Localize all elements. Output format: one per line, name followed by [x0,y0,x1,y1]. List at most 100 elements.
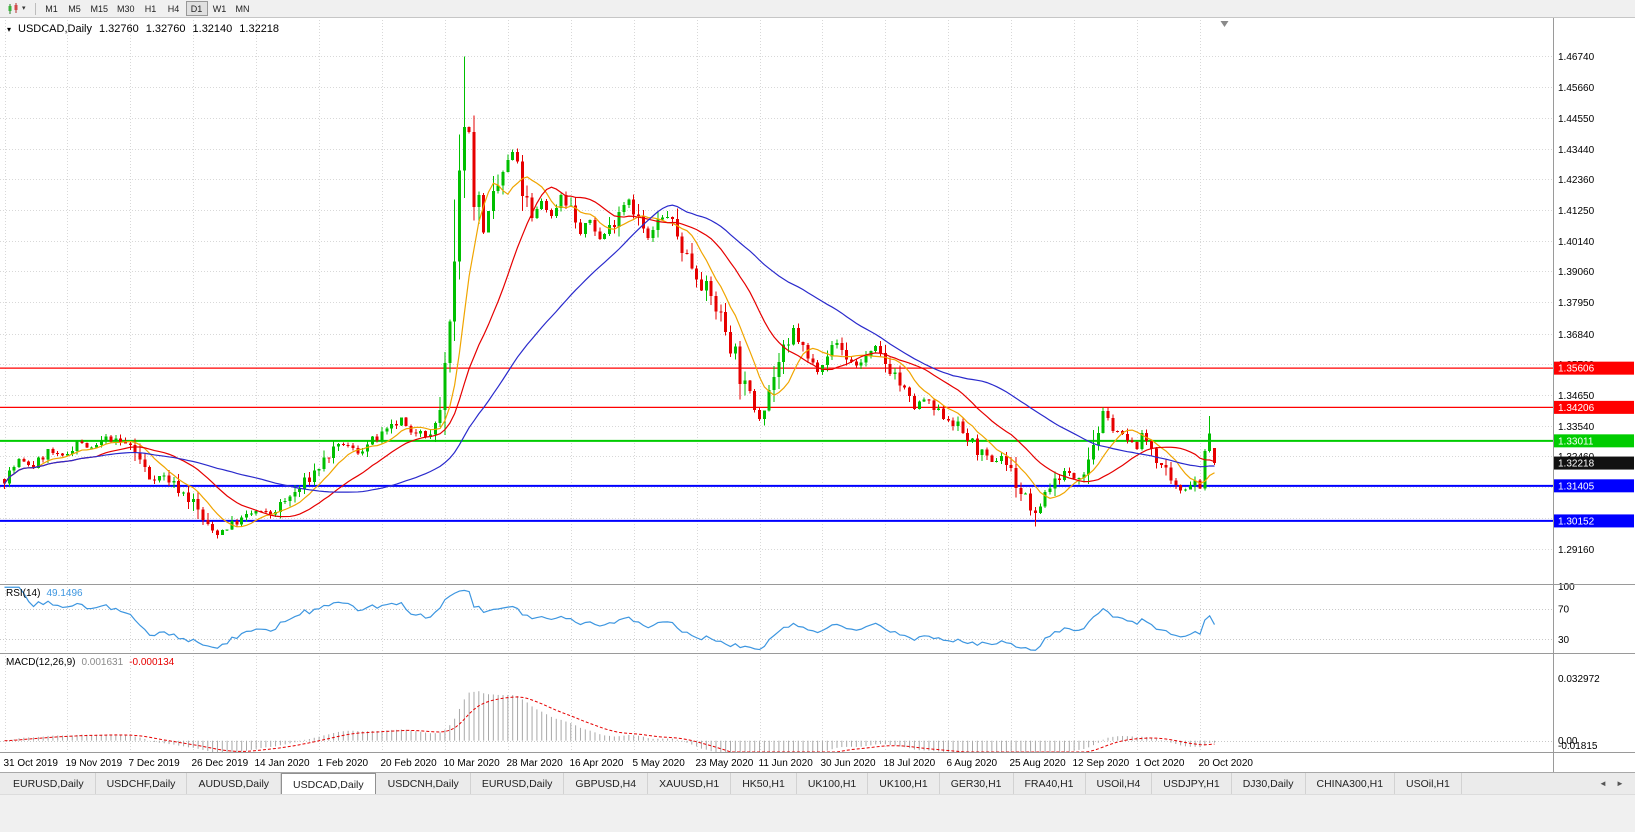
svg-text:18 Jul 2020: 18 Jul 2020 [884,758,936,769]
svg-text:1.45660: 1.45660 [1558,83,1595,94]
svg-text:1.42360: 1.42360 [1558,175,1595,186]
symbol-tab-usoil-h4[interactable]: USOil,H4 [1086,773,1153,794]
symbol-tab-usdcad-daily[interactable]: USDCAD,Daily [281,773,376,794]
symbol-tab-usdjpy-h1[interactable]: USDJPY,H1 [1152,773,1232,794]
svg-text:1.37950: 1.37950 [1558,298,1595,309]
timeframe-h1-button[interactable]: H1 [140,1,162,16]
price-level-badge [1554,361,1634,375]
price-level-badge [1554,400,1634,414]
price-chart-svg[interactable]: 1.46740 1.45660 1.44550 1.43440 1.42360 1.412… [0,18,1635,772]
symbol-tab-usdcnh-daily[interactable]: USDCNH,Daily [377,773,471,794]
svg-text:0.032972: 0.032972 [1558,674,1600,685]
symbol-tab-dj30-daily[interactable]: DJ30,Daily [1232,773,1306,794]
rsi-name: RSI(14) [6,588,41,599]
timeframe-w1-button[interactable]: W1 [209,1,231,16]
tabs-scroll-right-button[interactable]: ► [1613,779,1627,788]
timeframe-m1-button[interactable]: M1 [41,1,63,16]
price-level-badge [1554,479,1634,493]
svg-text:14 Jan 2020: 14 Jan 2020 [255,758,310,769]
svg-text:0.00: 0.00 [1558,736,1578,747]
svg-text:1.41250: 1.41250 [1558,206,1595,217]
svg-text:20 Oct 2020: 20 Oct 2020 [1199,758,1254,769]
pane-borders [0,18,1635,772]
macd-pane: 0.032972 0.00-0.01815 [0,674,1600,753]
timeframe-h4-button[interactable]: H4 [163,1,185,16]
symbol-tab-ger30-h1[interactable]: GER30,H1 [940,773,1014,794]
candlestick-chart-icon [8,2,18,14]
svg-text:6 Aug 2020: 6 Aug 2020 [947,758,998,769]
toolbar: ▾ M1 M5 M15 M30 H1 H4 D1 W1 MN [0,0,1635,18]
price-level-badge [1554,514,1634,528]
svg-text:1.30152: 1.30152 [1558,516,1595,527]
symbol-tabs: EURUSD,Daily USDCHF,Daily AUDUSD,Daily USDC… [0,773,1588,794]
ohlc-open: 1.32760 [98,23,139,35]
rsi-value: 49.1496 [46,588,83,599]
rsi-indicator-label: RSI(14) 49.1496 [6,588,83,599]
svg-text:1.43440: 1.43440 [1558,145,1595,156]
svg-text:11 Jun 2020: 11 Jun 2020 [759,758,814,769]
toolbar-separator [34,2,36,15]
timeframe-m30-button[interactable]: M30 [113,1,139,16]
svg-text:1.46740: 1.46740 [1558,52,1595,63]
svg-text:25 Aug 2020: 25 Aug 2020 [1010,758,1067,769]
chart-title: ▾ USDCAD,Daily 1.32760 1.32760 1.32140 1… [7,23,279,35]
chart-area: 1.46740 1.45660 1.44550 1.43440 1.42360 1.412… [0,18,1635,772]
svg-text:1.34650: 1.34650 [1558,391,1595,402]
symbol-tab-china300-h1[interactable]: CHINA300,H1 [1306,773,1396,794]
svg-text:31 Oct 2019: 31 Oct 2019 [4,758,59,769]
current-price-badge [1554,456,1634,470]
ohlc-close: 1.32218 [239,23,280,35]
tabs-scroll-left-button[interactable]: ◄ [1596,779,1610,788]
timeframe-m5-button[interactable]: M5 [64,1,86,16]
symbol-tab-eurusd-daily[interactable]: EURUSD,Daily [2,773,96,794]
candlestick-series [3,56,1216,539]
moving-average-lines [4,176,1215,528]
symbol-tab-eurusd-daily[interactable]: EURUSD,Daily [471,773,565,794]
symbol-tab-xauusd-h1[interactable]: XAUUSD,H1 [648,773,732,794]
svg-text:1.39060: 1.39060 [1558,267,1595,278]
svg-text:30: 30 [1558,635,1570,646]
chart-gridlines [0,20,1553,752]
svg-text:30 Jun 2020: 30 Jun 2020 [821,758,876,769]
svg-text:70: 70 [1558,605,1570,616]
symbol-tab-gbpusd-h4[interactable]: GBPUSD,H4 [564,773,649,794]
svg-text:7 Dec 2019: 7 Dec 2019 [129,758,181,769]
svg-text:23 May 2020: 23 May 2020 [696,758,754,769]
svg-text:10 Mar 2020: 10 Mar 2020 [444,758,501,769]
symbol-tab-usoil-h1[interactable]: USOil,H1 [1395,773,1462,794]
symbol-tab-usdchf-daily[interactable]: USDCHF,Daily [96,773,188,794]
svg-text:26 Dec 2019: 26 Dec 2019 [192,758,249,769]
svg-text:19 Nov 2019: 19 Nov 2019 [66,758,123,769]
svg-text:1.32218: 1.32218 [1558,459,1595,470]
svg-text:1.33540: 1.33540 [1558,422,1595,433]
horizontal-level-lines[interactable] [0,367,1553,522]
symbol-tab-hk50-h1[interactable]: HK50,H1 [731,773,797,794]
svg-text:1 Feb 2020: 1 Feb 2020 [318,758,369,769]
svg-text:1.31405: 1.31405 [1558,481,1595,492]
timeframe-mn-button[interactable]: MN [232,1,254,16]
symbol-tab-uk100-h1[interactable]: UK100,H1 [797,773,869,794]
symbol-marker-icon: ▾ [7,24,12,34]
chart-shift-marker [1220,21,1229,27]
ohlc-low: 1.32140 [192,23,233,35]
svg-text:1.34206: 1.34206 [1558,403,1595,414]
svg-text:-0.01815: -0.01815 [1558,741,1598,752]
price-badges: 1.35606 1.34206 1.33011 1.31405 1.30152 1.322… [1554,361,1634,528]
symbol-tab-fra40-h1[interactable]: FRA40,H1 [1014,773,1086,794]
timeframe-d1-button[interactable]: D1 [185,1,208,16]
chart-type-button[interactable]: ▾ [3,1,30,17]
tab-scroll-controls: ◄ ► [1588,773,1635,794]
timeframe-m15-button[interactable]: M15 [87,1,113,16]
timeframe-group: M1 M5 M15 M30 H1 H4 D1 W1 MN [41,1,254,16]
svg-text:28 Mar 2020: 28 Mar 2020 [507,758,564,769]
svg-text:1.44550: 1.44550 [1558,114,1595,125]
svg-text:20 Feb 2020: 20 Feb 2020 [381,758,438,769]
ohlc-high: 1.32760 [145,23,186,35]
macd-name: MACD(12,26,9) [6,657,76,668]
symbol-tab-bar: EURUSD,Daily USDCHF,Daily AUDUSD,Daily USDC… [0,772,1635,794]
svg-text:16 Apr 2020: 16 Apr 2020 [570,758,624,769]
svg-text:1.29160: 1.29160 [1558,545,1595,556]
symbol-tab-audusd-daily[interactable]: AUDUSD,Daily [187,773,282,794]
symbol-tab-uk100-h1[interactable]: UK100,H1 [868,773,940,794]
